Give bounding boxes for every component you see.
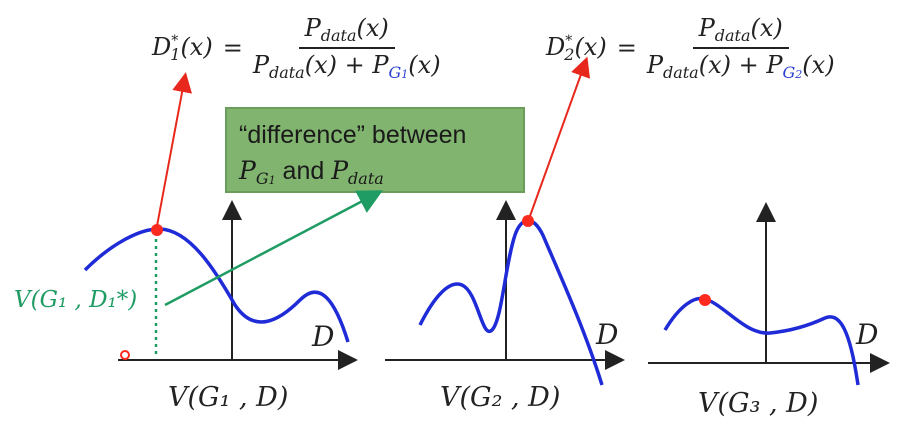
plot1-d-label: D (312, 320, 335, 353)
denominator: Pdata(x) + PG1(x) (253, 49, 441, 82)
denominator-sub-data: data (268, 63, 305, 82)
numerator: Pdata(x) (298, 14, 395, 49)
arrow-to-callout (164, 190, 384, 307)
callout-sub-g: G (255, 169, 269, 188)
denominator: Pdata(x) + PG2(x) (647, 49, 835, 82)
cursor-marker (120, 350, 130, 360)
denominator-arg-b: (x) (802, 51, 835, 79)
numerator-p: P (698, 14, 715, 42)
denominator-p-g: P (372, 51, 389, 79)
plot3-max-point (699, 294, 711, 306)
formula-arg: (x) (574, 32, 607, 61)
denominator-arg-a: (x) + (698, 51, 767, 79)
numerator: Pdata(x) (692, 14, 789, 49)
plot1-max-point (151, 224, 163, 236)
formula-d2-star: D*2(x) = Pdata(x) Pdata(x) + PG2(x) (546, 14, 835, 82)
denominator-p-data: P (646, 51, 663, 79)
fraction: Pdata(x) Pdata(x) + PG2(x) (647, 14, 835, 82)
denominator-sub-data: data (662, 63, 699, 82)
numerator-arg: (x) (356, 14, 389, 42)
equals-sign: = (222, 34, 243, 62)
plot2-d-label: D (596, 318, 619, 351)
plot2-axis-title: V(G₂ , D) (440, 382, 561, 413)
denominator-p-g: P (766, 51, 783, 79)
plot2-max-point (522, 215, 534, 227)
plot1-axis-title: V(G₁ , D) (168, 382, 289, 413)
arrow-to-d1-formula (156, 72, 192, 227)
denominator-subsub-g: 2 (795, 68, 803, 81)
arrow-to-d2-formula (529, 56, 591, 217)
denominator-arg-a: (x) + (304, 51, 373, 79)
denominator-subsub-g: 1 (401, 68, 409, 81)
formula-sub: 1 (170, 44, 181, 64)
plot3-axis-title: V(G₃ , D) (698, 388, 819, 419)
plot3-curve (663, 296, 860, 386)
value-label-v-g1-d1star: V(G₁ , D₁*) (14, 287, 138, 313)
callout-subsub-g: 1 (268, 174, 276, 187)
denominator-p-data: P (252, 51, 269, 79)
denominator-sub-g: G (782, 63, 796, 82)
numerator-p: P (304, 14, 321, 42)
formula-sup: * (565, 32, 573, 49)
difference-callout: “difference” between PG1 and Pdata (225, 107, 525, 193)
callout-p-data: P (331, 156, 349, 185)
formula-sub: 2 (564, 44, 575, 64)
callout-sub-data: data (348, 169, 384, 188)
callout-line-2: PG1 and Pdata (239, 153, 511, 199)
plot2-curve (418, 218, 604, 386)
formula-sup: * (171, 32, 179, 49)
formula-lhs: D (546, 32, 566, 61)
plot1-curve (83, 227, 350, 343)
equals-sign: = (616, 34, 637, 62)
callout-p-g: P (239, 156, 256, 185)
formula-lhs: D (152, 32, 172, 61)
callout-and: and (275, 157, 332, 185)
denominator-sub-g: G (388, 63, 402, 82)
numerator-arg: (x) (750, 14, 783, 42)
fraction: Pdata(x) Pdata(x) + PG1(x) (253, 14, 441, 82)
callout-line-1: “difference” between (239, 121, 467, 149)
formula-d1-star: D*1(x) = Pdata(x) Pdata(x) + PG1(x) (152, 14, 441, 82)
numerator-sub: data (714, 26, 751, 45)
plot3-d-label: D (856, 318, 879, 351)
numerator-sub: data (320, 26, 357, 45)
formula-arg: (x) (180, 32, 213, 61)
denominator-arg-b: (x) (408, 51, 441, 79)
